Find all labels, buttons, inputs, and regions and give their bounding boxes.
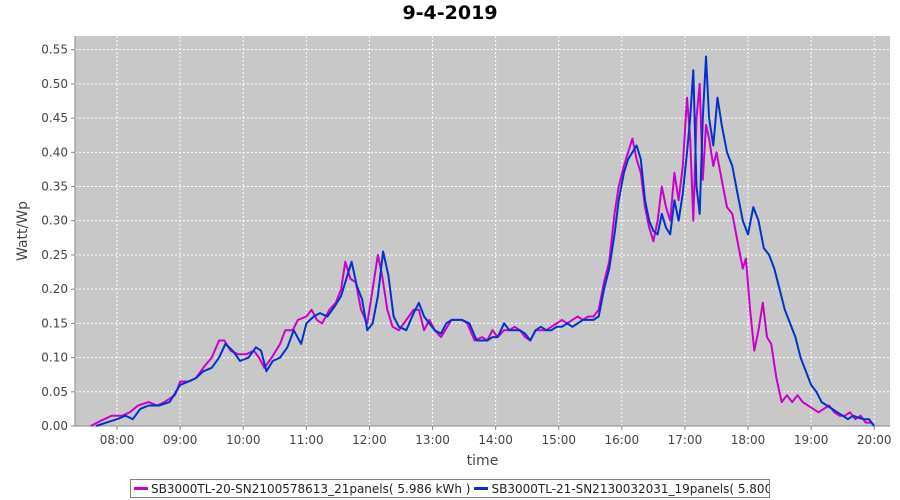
x-tick-label: 13:00 [415,433,450,447]
y-tick-label: 0.25 [41,248,68,262]
y-tick-label: 0.10 [41,351,68,365]
x-tick-label: 14:00 [478,433,513,447]
legend-label: SB3000TL-20-SN2100578613_21panels( 5.986… [151,481,471,496]
x-tick-label: 19:00 [794,433,829,447]
y-tick-label: 0.15 [41,316,68,330]
y-tick-label: 0.35 [41,180,68,194]
series-layer [90,55,875,427]
plot-area [75,36,890,426]
legend-label: SB3000TL-21-SN2130032031_19panels( 5.800… [491,481,770,496]
y-tick-label: 0.55 [41,43,68,57]
y-tick-label: 0.30 [41,214,68,228]
legend-swatch [134,487,148,490]
legend: SB3000TL-20-SN2100578613_21panels( 5.986… [130,479,770,498]
x-tick-label: 11:00 [289,433,324,447]
legend-item-1: SB3000TL-20-SN2100578613_21panels( 5.986… [134,482,470,496]
x-tick-label: 15:00 [541,433,576,447]
x-tick-label: 18:00 [731,433,766,447]
x-tick-label: 17:00 [668,433,703,447]
axes: 0.00 0.05 0.10 0.15 0.20 0.25 0.30 0.35 0.40 0.45… [41,36,892,447]
x-tick-label: 10:00 [226,433,261,447]
grid [75,36,890,427]
x-tick-label: 08:00 [100,433,135,447]
legend-item-2: SB3000TL-21-SN2130032031_19panels( 5.800… [474,481,770,496]
x-tick-label: 09:00 [163,433,198,447]
y-tick-label: 0.20 [41,282,68,296]
x-tick-label: 16:00 [605,433,640,447]
y-tick-label: 0.50 [41,77,68,91]
legend-swatch [474,487,489,490]
y-axis-label: Watt/Wp [15,201,31,261]
y-tick-label: 0.05 [41,385,68,399]
chart-title: 9-4-2019 [402,2,498,24]
y-tick-label: 0.45 [41,111,68,125]
y-tick-label: 0.40 [41,145,68,159]
series-line-2 [95,55,875,427]
x-axis-label: time [467,453,499,469]
y-tick-label: 0.00 [41,419,68,433]
x-tick-label: 20:00 [857,433,892,447]
x-tick-label: 12:00 [352,433,387,447]
